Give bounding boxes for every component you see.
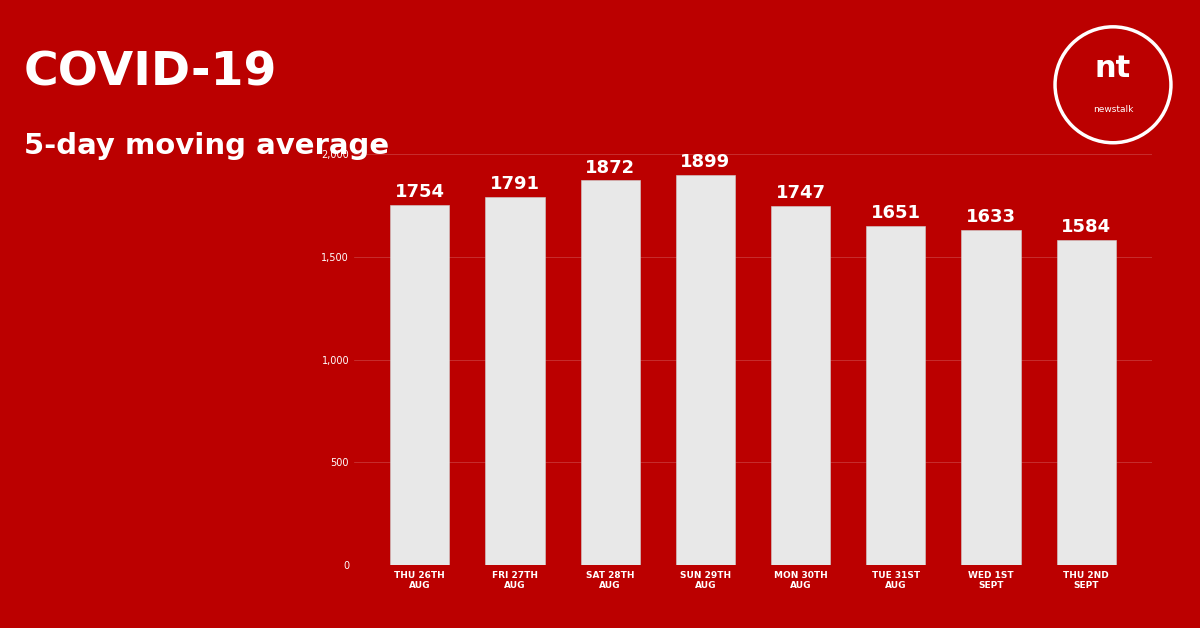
Bar xyxy=(390,205,449,565)
Text: 1791: 1791 xyxy=(490,175,540,193)
Text: 1899: 1899 xyxy=(680,153,731,171)
Text: newstalk: newstalk xyxy=(1093,106,1133,114)
Text: 1651: 1651 xyxy=(871,204,920,222)
Bar xyxy=(581,180,640,565)
Bar xyxy=(676,175,734,565)
Bar xyxy=(486,197,545,565)
Text: 1872: 1872 xyxy=(586,159,635,176)
Bar xyxy=(961,230,1020,565)
Text: COVID-19: COVID-19 xyxy=(24,50,277,95)
Text: nt: nt xyxy=(1094,54,1132,83)
Text: 1633: 1633 xyxy=(966,208,1016,226)
Text: 1747: 1747 xyxy=(775,185,826,202)
Bar xyxy=(772,206,830,565)
Text: 1754: 1754 xyxy=(395,183,445,201)
Bar xyxy=(1057,240,1116,565)
Bar xyxy=(866,226,925,565)
Text: 5-day moving average: 5-day moving average xyxy=(24,132,389,160)
Text: 1584: 1584 xyxy=(1061,218,1111,236)
